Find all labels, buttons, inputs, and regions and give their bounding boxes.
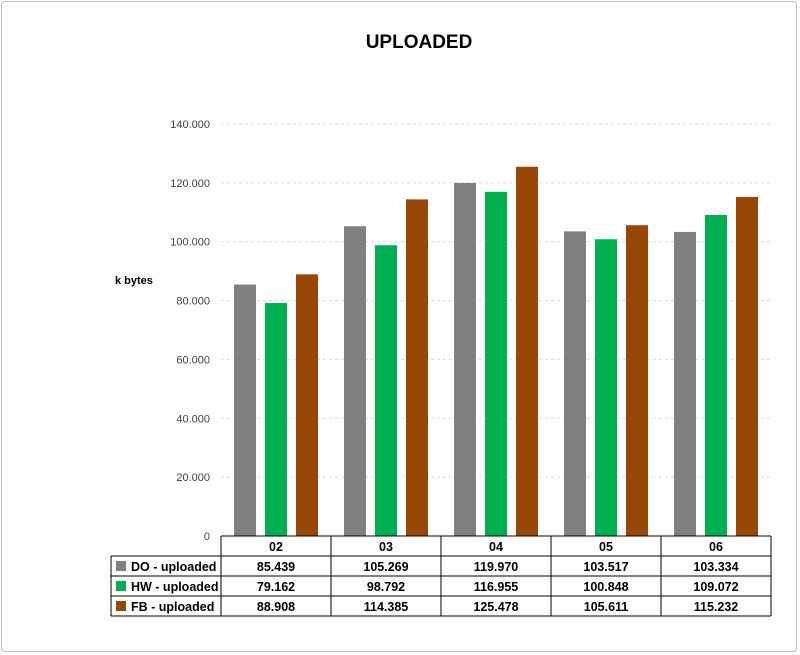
y-tick-labels: 0 20.000 40.000 60.000 80.000 100.000 120.000 1… bbox=[170, 119, 210, 543]
bar bbox=[705, 215, 727, 536]
legend-label: FB - uploaded bbox=[131, 600, 214, 614]
bar bbox=[736, 196, 758, 537]
category-label: 02 bbox=[269, 540, 283, 554]
bar bbox=[454, 182, 476, 536]
data-label: 105.269 bbox=[363, 560, 408, 574]
bar bbox=[485, 191, 507, 536]
data-label: 103.334 bbox=[693, 560, 738, 574]
data-label: 109.072 bbox=[693, 580, 738, 594]
legend-swatch bbox=[116, 561, 126, 571]
bar bbox=[595, 239, 617, 536]
data-label: 125.478 bbox=[473, 600, 518, 614]
bar bbox=[375, 245, 397, 536]
data-label: 79.162 bbox=[257, 580, 295, 594]
category-label: 06 bbox=[709, 540, 723, 554]
y-tick-label: 120.000 bbox=[170, 178, 210, 190]
bar bbox=[265, 303, 287, 536]
category-label: 04 bbox=[489, 540, 503, 554]
category-label: 05 bbox=[599, 540, 613, 554]
legend-swatch bbox=[116, 581, 126, 591]
data-label: 114.385 bbox=[364, 600, 409, 614]
data-label: 119.970 bbox=[474, 560, 519, 574]
y-tick-label: 140.000 bbox=[170, 119, 210, 131]
y-axis-label: k bytes bbox=[115, 275, 153, 287]
y-tick-label: 20.000 bbox=[176, 472, 210, 484]
bar bbox=[516, 166, 538, 536]
y-tick-label: 0 bbox=[204, 531, 210, 543]
category-label: 03 bbox=[379, 540, 393, 554]
data-label: 85.439 bbox=[257, 560, 295, 574]
bar bbox=[406, 199, 428, 536]
bar bbox=[674, 231, 696, 536]
bar bbox=[626, 225, 648, 537]
data-label: 88.908 bbox=[257, 600, 295, 614]
data-label: 115.232 bbox=[694, 600, 739, 614]
y-tick-label: 60.000 bbox=[176, 354, 210, 366]
data-label: 103.517 bbox=[583, 560, 628, 574]
y-tick-label: 40.000 bbox=[176, 413, 210, 425]
data-label: 100.848 bbox=[583, 580, 628, 594]
y-tick-label: 100.000 bbox=[170, 237, 210, 249]
data-table: 02 03 04 05 06 DO - uploaded 85.439 105.269 119.… bbox=[110, 535, 772, 617]
y-tick-label: 80.000 bbox=[176, 296, 210, 308]
legend-label: HW - uploaded bbox=[131, 580, 219, 594]
bar bbox=[296, 274, 318, 536]
chart-title: UPLOADED bbox=[366, 32, 473, 53]
data-label: 98.792 bbox=[367, 580, 405, 594]
legend-swatch bbox=[116, 601, 126, 611]
data-label: 116.955 bbox=[474, 580, 519, 594]
legend-label: DO - uploaded bbox=[131, 560, 216, 574]
bar bbox=[344, 226, 366, 536]
bars bbox=[234, 166, 758, 537]
data-label: 105.611 bbox=[584, 600, 629, 614]
bar bbox=[564, 231, 586, 536]
bar bbox=[234, 284, 256, 536]
